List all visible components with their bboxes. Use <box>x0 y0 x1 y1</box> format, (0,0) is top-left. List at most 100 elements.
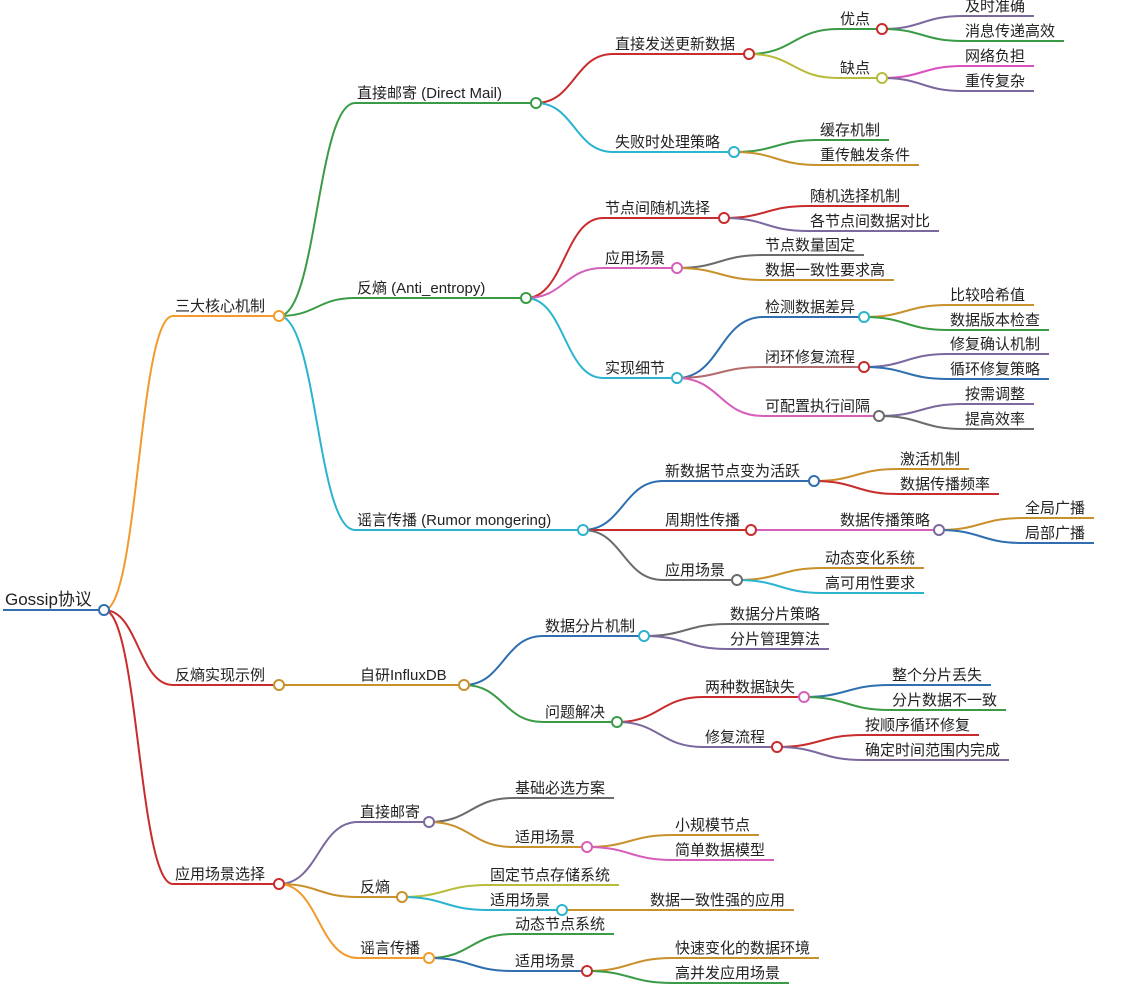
mindmap-node-label: 全局广播 <box>1025 499 1085 517</box>
mindmap-link <box>814 469 898 481</box>
mindmap-link <box>864 305 948 317</box>
mindmap-link <box>429 798 513 822</box>
mindmap-node-label: 实现细节 <box>605 360 665 377</box>
mindmap-node-dot <box>639 631 649 641</box>
mindmap-link <box>777 747 863 760</box>
mindmap-link <box>939 518 1023 530</box>
mindmap-link <box>939 530 1023 543</box>
mindmap-link <box>864 317 948 330</box>
mindmap-node-label: 反熵 <box>360 879 390 896</box>
mindmap-link <box>526 218 603 298</box>
mindmap-node-label: 直接邮寄 <box>360 803 420 821</box>
mindmap-node-dot <box>719 213 729 223</box>
mindmap-link <box>804 697 890 710</box>
mindmap-link <box>864 354 948 367</box>
mindmap-node-label: 及时准确 <box>965 0 1025 15</box>
mindmap-node-label: 激活机制 <box>900 451 960 468</box>
mindmap-link <box>429 958 513 971</box>
mindmap-link <box>879 404 963 416</box>
mindmap-node-label: 谣言传播 (Rumor mongering) <box>357 512 551 529</box>
mindmap-node-label: 随机选择机制 <box>810 188 900 205</box>
mindmap-node-dot <box>732 575 742 585</box>
mindmap-node-label: 反熵实现示例 <box>175 667 265 684</box>
mindmap-node-label: 高并发应用场景 <box>675 964 780 982</box>
mindmap-node-label: 重传复杂 <box>965 72 1025 90</box>
mindmap-link <box>587 835 673 847</box>
mindmap-node-label: 高可用性要求 <box>825 575 915 592</box>
mindmap-node-label: 适用场景 <box>515 953 575 970</box>
mindmap-node-label: 消息传递高效 <box>965 23 1055 40</box>
mindmap-node-dot <box>397 892 407 902</box>
mindmap-link <box>402 897 488 910</box>
mindmap-node-label: 直接邮寄 (Direct Mail) <box>357 84 502 102</box>
mindmap-link <box>526 268 603 298</box>
mindmap-link <box>882 78 963 91</box>
mindmap-node-label: 简单数据模型 <box>675 842 765 859</box>
mindmap-node-dot <box>582 842 592 852</box>
mindmap-node-dot <box>521 293 531 303</box>
mindmap-node-label: 网络负担 <box>965 48 1025 65</box>
mindmap-node-dot <box>799 692 809 702</box>
mindmap-node-label: 数据版本检查 <box>950 312 1040 329</box>
mindmap-link <box>536 54 613 103</box>
mindmap-node-label: 重传触发条件 <box>820 147 910 164</box>
mindmap-node-label: 数据一致性要求高 <box>765 262 885 279</box>
mindmap-link <box>734 152 818 165</box>
mindmap-link <box>724 218 808 231</box>
mindmap-link <box>677 255 763 268</box>
mindmap-link <box>737 568 823 580</box>
mindmap-node-label: 比较哈希值 <box>950 286 1025 304</box>
mindmap-node-label: 动态变化系统 <box>825 550 915 567</box>
mindmap-node-dot <box>809 476 819 486</box>
mindmap-node-label: 动态节点系统 <box>515 916 605 933</box>
mindmap-node-dot <box>934 525 944 535</box>
mindmap-node-label: 缺点 <box>840 60 870 77</box>
mindmap-link <box>429 822 513 847</box>
mindmap-node-label: 数据分片机制 <box>545 618 635 635</box>
mindmap-node-dot <box>274 311 284 321</box>
mindmap-link <box>279 822 358 884</box>
mindmap-node-dot <box>531 98 541 108</box>
mindmap-node-label: 反熵 (Anti_entropy) <box>357 280 485 297</box>
mindmap-link <box>749 54 838 78</box>
mindmap-node-label: 确定时间范围内完成 <box>865 742 1000 759</box>
mindmap-link <box>644 624 728 636</box>
mindmap-link <box>677 268 763 280</box>
mindmap-node-label: 修复流程 <box>705 728 765 746</box>
mindmap-link <box>677 378 763 416</box>
mindmap-node-label: 三大核心机制 <box>175 298 265 315</box>
mindmap-link <box>882 16 963 29</box>
mindmap-node-label: 快速变化的数据环境 <box>675 939 810 957</box>
mindmap-node-label: 各节点间数据对比 <box>810 213 930 230</box>
mindmap-link <box>587 847 673 860</box>
mindmap-node-label: 失败时处理策略 <box>615 134 720 151</box>
mindmap-node-dot <box>274 680 284 690</box>
mindmap-link <box>536 103 613 152</box>
mindmap-node-dot <box>459 680 469 690</box>
mindmap-node-label: 节点间随机选择 <box>605 200 710 217</box>
mindmap-node-label: 局部广播 <box>1025 525 1085 542</box>
mindmap-link <box>104 610 173 884</box>
mindmap-node-dot <box>877 73 887 83</box>
mindmap-node-label: 适用场景 <box>515 829 575 846</box>
mindmap-node-label: 修复确认机制 <box>950 335 1040 353</box>
mindmap-link <box>814 481 898 494</box>
mindmap-node-label: 直接发送更新数据 <box>615 36 735 53</box>
mindmap-node-dot <box>729 147 739 157</box>
mindmap-link <box>464 685 543 722</box>
mindmap-link <box>526 298 603 378</box>
mindmap-node-label: 提高效率 <box>965 411 1025 428</box>
mindmap-node-label: 自研InfluxDB <box>360 667 447 684</box>
mindmap-node-label: 节点数量固定 <box>765 237 855 254</box>
mindmap-node-label: 优点 <box>840 11 870 28</box>
mindmap-link <box>617 722 703 747</box>
mindmap-node-label: 整个分片丢失 <box>892 667 982 684</box>
mindmap-node-dot <box>744 49 754 59</box>
mindmap-link <box>617 697 703 722</box>
mindmap-node-dot <box>578 525 588 535</box>
mindmap-link <box>737 580 823 593</box>
mindmap-node-dot <box>582 966 592 976</box>
mindmap-node-label: 数据一致性强的应用 <box>650 891 785 909</box>
mindmap-link <box>279 316 355 530</box>
mindmap-node-label: 可配置执行间隔 <box>765 398 870 415</box>
